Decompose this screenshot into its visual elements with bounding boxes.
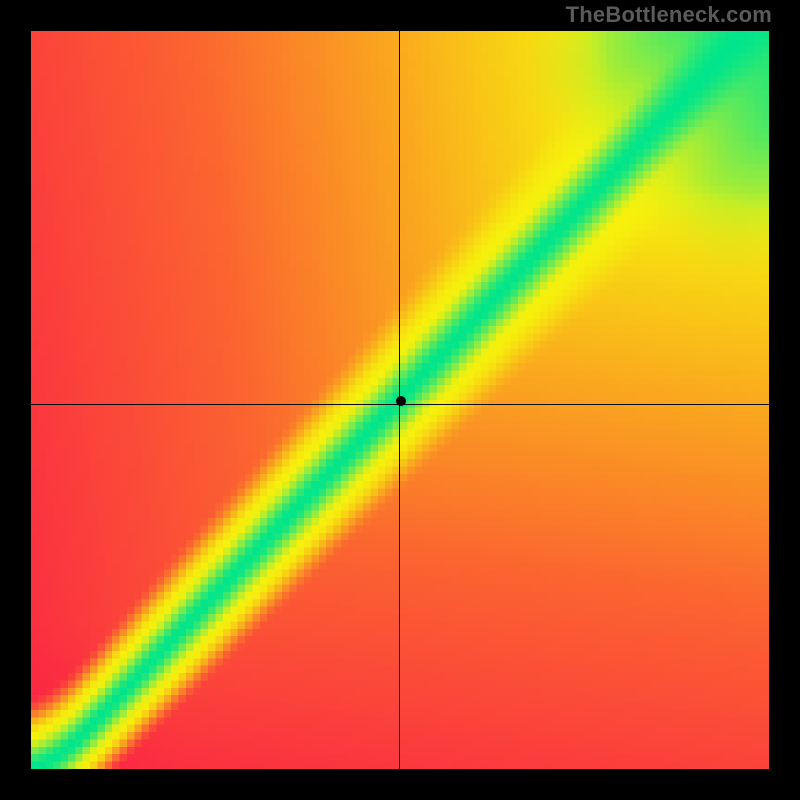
bottleneck-heatmap [31,31,769,769]
operating-point-marker [396,396,406,406]
attribution-label: TheBottleneck.com [566,2,772,28]
